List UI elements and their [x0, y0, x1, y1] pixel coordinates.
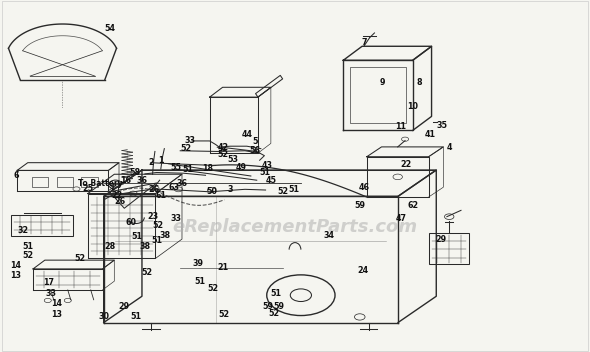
Text: 51: 51	[289, 185, 299, 194]
Text: 3: 3	[228, 185, 233, 194]
Text: 6: 6	[14, 171, 19, 181]
Text: 7: 7	[362, 38, 367, 46]
Text: 52: 52	[278, 187, 289, 196]
Bar	[32, 177, 48, 187]
Text: 17: 17	[44, 278, 54, 288]
Text: 34: 34	[324, 231, 335, 240]
Text: 28: 28	[104, 241, 115, 251]
Text: 25: 25	[82, 184, 93, 193]
Bar	[429, 233, 469, 264]
Text: 1: 1	[158, 156, 163, 165]
Text: 32: 32	[18, 226, 29, 235]
Text: 29: 29	[119, 302, 130, 311]
Text: 38: 38	[160, 231, 171, 240]
Text: 61: 61	[155, 191, 166, 200]
Text: 51: 51	[151, 236, 162, 245]
Text: 63: 63	[169, 183, 180, 192]
Text: To Battery: To Battery	[78, 179, 123, 188]
Text: 59: 59	[354, 201, 365, 210]
Text: 2: 2	[148, 158, 153, 167]
Text: 51: 51	[130, 313, 142, 321]
Text: 11: 11	[395, 122, 407, 131]
Text: 22: 22	[112, 191, 123, 200]
Text: 16: 16	[120, 176, 131, 185]
Text: eReplacementParts.com: eReplacementParts.com	[172, 218, 418, 236]
Text: 52: 52	[207, 284, 218, 294]
Text: 53: 53	[228, 155, 239, 164]
Text: 51: 51	[22, 242, 33, 251]
Text: 33: 33	[185, 137, 196, 145]
Text: 38: 38	[139, 242, 150, 251]
Text: 51: 51	[259, 168, 270, 177]
Text: 45: 45	[266, 176, 277, 185]
Bar	[81, 177, 98, 187]
Text: 50: 50	[206, 187, 217, 196]
Text: 52: 52	[181, 144, 192, 153]
Bar	[57, 177, 73, 187]
Text: 14: 14	[10, 261, 21, 270]
Text: 4: 4	[447, 143, 452, 152]
Text: 13: 13	[51, 310, 62, 319]
Text: 39: 39	[192, 259, 204, 268]
Text: 36: 36	[176, 179, 188, 188]
Text: 49: 49	[235, 163, 247, 172]
Text: 58: 58	[129, 168, 140, 177]
Text: 52: 52	[74, 254, 86, 263]
Text: 52: 52	[22, 251, 33, 260]
Text: 62: 62	[407, 201, 418, 210]
Text: 8: 8	[417, 77, 422, 87]
Text: 13: 13	[10, 271, 21, 281]
Text: 46: 46	[359, 183, 370, 192]
Text: 36: 36	[136, 176, 148, 185]
Text: 26: 26	[148, 185, 159, 194]
Text: 9: 9	[379, 77, 385, 87]
Text: 43: 43	[261, 161, 272, 170]
Text: 51: 51	[182, 165, 194, 174]
Text: 14: 14	[51, 300, 62, 308]
Bar	[350, 67, 406, 124]
Text: 52: 52	[141, 268, 152, 277]
Text: 59: 59	[273, 302, 284, 311]
Text: 44: 44	[241, 130, 253, 139]
Text: 47: 47	[395, 214, 407, 223]
Text: 51: 51	[194, 277, 205, 286]
Text: 5: 5	[252, 137, 258, 146]
Text: 22: 22	[400, 160, 411, 169]
Text: 52: 52	[269, 309, 280, 318]
Text: 60: 60	[126, 218, 137, 227]
Text: 21: 21	[218, 263, 229, 272]
Text: 52: 52	[218, 150, 229, 159]
Text: 54: 54	[104, 24, 115, 33]
Text: 33: 33	[171, 214, 182, 222]
Text: 35: 35	[437, 121, 448, 130]
Text: 55: 55	[171, 163, 182, 172]
Text: 29: 29	[435, 235, 447, 244]
Text: 51: 51	[132, 232, 143, 241]
Text: 51: 51	[271, 289, 281, 298]
Text: 42: 42	[218, 143, 229, 152]
Text: 23: 23	[147, 212, 158, 221]
Text: 52: 52	[152, 221, 163, 230]
Text: 18: 18	[202, 164, 214, 174]
Text: 59: 59	[263, 302, 273, 311]
Text: 56: 56	[250, 146, 260, 155]
Text: 30: 30	[98, 313, 109, 321]
Text: 41: 41	[425, 130, 436, 139]
Text: 26: 26	[114, 197, 125, 206]
Bar	[11, 215, 73, 235]
Text: 52: 52	[219, 310, 230, 319]
Text: 24: 24	[357, 266, 368, 275]
Text: 33: 33	[45, 289, 56, 298]
Text: 10: 10	[407, 102, 418, 111]
